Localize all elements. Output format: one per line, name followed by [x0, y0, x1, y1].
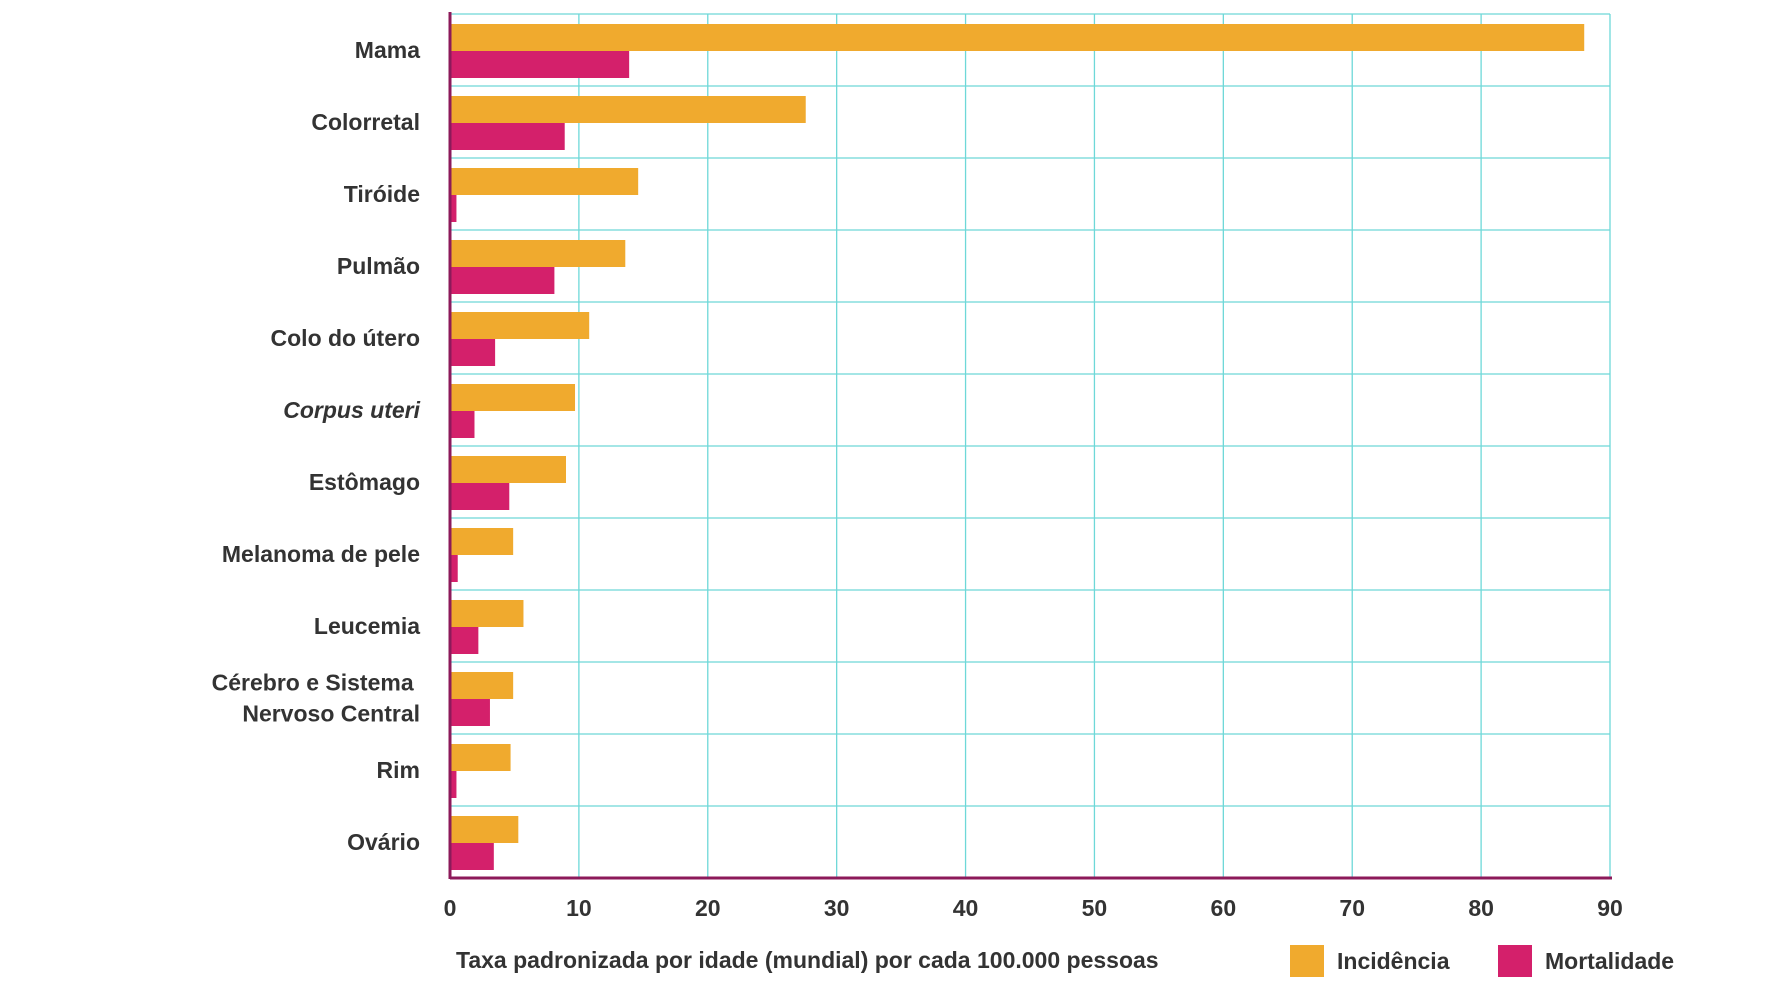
category-label: Mama: [355, 37, 420, 63]
legend-item-mortalidade: Mortalidade: [1498, 945, 1674, 977]
x-tick-label: 50: [1082, 895, 1108, 921]
category-labels: Mama Colorretal Tiróide Pulmão Colo do útero…: [212, 37, 421, 855]
bar-mortalidade: [450, 411, 475, 438]
bar-incidencia: [450, 816, 519, 843]
category-label: Colo do útero: [271, 325, 420, 351]
category-label-line: Mama: [355, 37, 420, 63]
bar-incidencia: [450, 600, 524, 627]
bar-incidencia: [450, 168, 639, 195]
bar-mortalidade: [450, 195, 457, 222]
axes: [448, 12, 1612, 880]
category-label-line: Rim: [377, 757, 420, 783]
category-label: Pulmão: [337, 253, 420, 279]
bar-incidencia: [450, 744, 511, 771]
category-label-line: Pulmão: [337, 253, 420, 279]
legend-swatch: [1498, 945, 1532, 977]
x-tick-label: 90: [1597, 895, 1623, 921]
tick-labels: 0 10 20 30 40 50 60 70 80 90: [444, 895, 1623, 921]
bar-incidencia: [450, 528, 514, 555]
category-label-line: Melanoma de pele: [222, 541, 420, 567]
bar-mortalidade: [450, 843, 494, 870]
x-tick-label: 10: [566, 895, 592, 921]
x-tick-label: 30: [824, 895, 850, 921]
bar-mortalidade: [450, 267, 555, 294]
x-tick-label: 80: [1468, 895, 1494, 921]
category-label: Tiróide: [344, 181, 420, 207]
bar-incidencia: [450, 456, 566, 483]
x-tick-label: 70: [1339, 895, 1365, 921]
category-label: Colorretal: [311, 109, 420, 135]
x-tick-label: 60: [1211, 895, 1237, 921]
x-axis-title: Taxa padronizada por idade (mundial) por…: [456, 947, 1159, 973]
category-label: Leucemia: [314, 613, 420, 639]
legend: Incidência Mortalidade: [1290, 945, 1674, 977]
x-tick-label: 20: [695, 895, 721, 921]
bar-mortalidade: [450, 483, 510, 510]
bar-mortalidade: [450, 699, 490, 726]
bar-mortalidade: [450, 51, 630, 78]
x-tick-label: 40: [953, 895, 979, 921]
category-label: Ovário: [347, 829, 420, 855]
category-label: Estômago: [309, 469, 420, 495]
bar-incidencia: [450, 384, 576, 411]
bars: [450, 24, 1585, 870]
bar-incidencia: [450, 24, 1585, 51]
category-label-line: Ovário: [347, 829, 420, 855]
bar-mortalidade: [450, 627, 479, 654]
category-label-line: Colo do útero: [271, 325, 420, 351]
category-label: Corpus uteri: [283, 397, 420, 423]
category-label-line: Tiróide: [344, 181, 420, 207]
bar-mortalidade: [450, 555, 458, 582]
grid-lines: [450, 13, 1611, 878]
category-label: Melanoma de pele: [222, 541, 420, 567]
legend-label: Mortalidade: [1545, 948, 1674, 974]
category-label: Rim: [377, 757, 420, 783]
category-label-line: Corpus uteri: [283, 397, 420, 423]
category-label-line: Colorretal: [311, 109, 420, 135]
category-label-line: Leucemia: [314, 613, 420, 639]
category-label-line: Nervoso Central: [242, 701, 420, 727]
bar-mortalidade: [450, 123, 565, 150]
category-label-line: Cérebro e Sistema: [212, 670, 420, 696]
bar-incidencia: [450, 672, 514, 699]
bar-incidencia: [450, 96, 806, 123]
bar-incidencia: [450, 240, 626, 267]
legend-swatch: [1290, 945, 1324, 977]
bar-incidencia: [450, 312, 590, 339]
legend-label: Incidência: [1337, 948, 1450, 974]
x-tick-label: 0: [444, 895, 457, 921]
bar-mortalidade: [450, 339, 496, 366]
category-label-line: Estômago: [309, 469, 420, 495]
category-label: Cérebro e Sistema Nervoso Central: [212, 670, 420, 727]
legend-item-incidencia: Incidência: [1290, 945, 1450, 977]
bar-mortalidade: [450, 771, 457, 798]
